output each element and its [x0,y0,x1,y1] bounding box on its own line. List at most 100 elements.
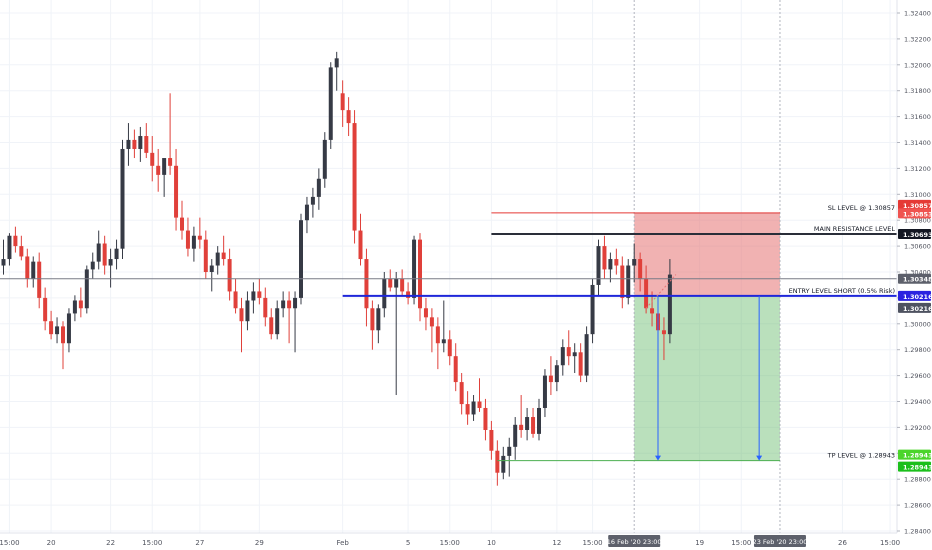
candle-body [489,429,494,451]
price-tick-label: 1.30400 [904,269,931,277]
price-tick-label: 1.31800 [904,87,931,95]
badge-tp: 1.28943 [898,449,932,460]
price-tick-label: 1.30600 [904,243,931,251]
candle [120,139,125,260]
candle [548,356,553,396]
candle [423,297,428,331]
candle-body [90,261,95,270]
price-tick-label: 1.31600 [904,113,931,121]
candle [275,300,280,340]
candle [667,259,672,344]
time-marker-badge-bg [608,535,661,547]
candle-body [287,300,292,309]
candle-body [180,217,184,231]
candle [489,420,494,460]
price-tick-label: 1.29200 [904,424,931,432]
badge-entry-text: 1.30216 [903,293,932,301]
candle-body [394,278,399,288]
trend-line [645,274,677,309]
candle [537,398,541,441]
candle-body [174,165,179,218]
tp-level-label: TP LEVEL @ 1.28943 [827,452,895,460]
candle [304,196,309,234]
price-tick-label: 1.29600 [904,372,931,380]
candle-body [281,300,286,309]
candle [542,369,547,418]
candle-body [185,230,190,249]
badge-sl-inner-text: 1.30853 [903,210,932,218]
sl-level-label: SL LEVEL @ 1.30857 [828,204,895,212]
candle [644,265,649,314]
candle [114,239,119,270]
time-tick-label: 15:00 [731,539,751,547]
price-axis[interactable]: 1.32400 1.32200 1.32000 1.31800 1.31600 1.314… [896,0,932,550]
candle-body [275,308,280,335]
candle-body [245,300,250,322]
candle-body [423,308,428,318]
candle [429,308,434,353]
candle [578,343,583,383]
candle-body [620,265,625,298]
candle-body [572,352,577,357]
badge-sl: 1.30857 [898,199,932,210]
candle [507,437,512,477]
price-tick-label: 1.31200 [904,165,931,173]
price-tick-label: 1.28600 [904,502,931,510]
candle [281,291,286,318]
candle [78,287,83,318]
badge-last-text: 1.30348 [903,276,932,284]
candle-body [441,339,446,344]
candle-body [501,455,506,473]
candle [495,440,500,486]
candle [519,395,524,438]
candle-body [465,404,470,415]
candle [287,291,292,344]
candle-body [72,300,77,314]
candle-body [418,239,422,309]
candle [352,110,357,244]
candle [435,317,440,370]
price-tick-label: 1.30000 [904,320,931,328]
candle [650,291,655,327]
candle [346,97,351,137]
candle-body [233,291,238,309]
candle-body [209,265,214,272]
target-arrowhead [756,455,763,461]
target-arrowhead [655,455,661,461]
time-tick-label: 12 [552,539,561,547]
candle [197,217,202,249]
candle [370,300,375,350]
candle-body [537,407,541,434]
candle [406,282,411,305]
candle [239,297,244,353]
candle-body [263,297,268,318]
badge-resistance-bg [898,229,931,240]
time-axis[interactable]: 15:00 20 22 15:00 27 29 Feb 5 15:00 10 12 15:00 19 15… [0,532,900,547]
candle [132,129,137,159]
candle-body [566,347,571,357]
candle-body [447,339,452,357]
candle-body [453,356,458,383]
candle [572,343,577,374]
level-labels: SL LEVEL @ 1.30857 MAIN RESISTANCE LEVEL E… [789,204,896,460]
badge-sl-inner-bg [898,208,931,219]
time-tick-label: 10 [487,539,496,547]
candle [126,123,131,166]
candle-body [322,139,327,179]
badge-last: 1.30348 [898,273,932,284]
candle [66,308,71,353]
candle-body [114,248,119,260]
candle [19,235,24,261]
candle-body [340,93,345,111]
candle-body [138,136,143,149]
time-tick-label: 26 [838,539,847,547]
candle-body [513,424,518,447]
candle [221,235,226,266]
price-tick-label: 1.32400 [904,10,931,18]
time-tick-label: 22 [106,539,115,547]
time-marker-badge: 23 Feb '20 23:00 [753,535,807,547]
candle-body [84,269,89,309]
candle [25,248,30,288]
price-tick-label: 1.32000 [904,61,931,69]
